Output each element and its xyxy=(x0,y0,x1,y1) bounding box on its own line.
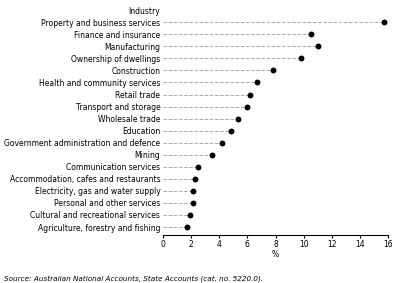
Point xyxy=(184,225,190,229)
Point xyxy=(192,177,198,181)
Point xyxy=(187,213,193,217)
Point xyxy=(270,68,276,73)
Point xyxy=(189,201,196,205)
Point xyxy=(308,32,314,37)
X-axis label: %: % xyxy=(272,250,279,259)
Point xyxy=(247,92,253,97)
Point xyxy=(227,128,234,133)
Point xyxy=(298,56,304,61)
Point xyxy=(244,104,251,109)
Point xyxy=(219,140,225,145)
Point xyxy=(254,80,260,85)
Point xyxy=(209,153,216,157)
Text: Source: Australian National Accounts, State Accounts (cat. no. 5220.0).: Source: Australian National Accounts, St… xyxy=(4,275,263,282)
Point xyxy=(195,164,201,169)
Point xyxy=(381,20,387,25)
Point xyxy=(314,44,321,49)
Point xyxy=(234,116,241,121)
Point xyxy=(189,189,196,193)
